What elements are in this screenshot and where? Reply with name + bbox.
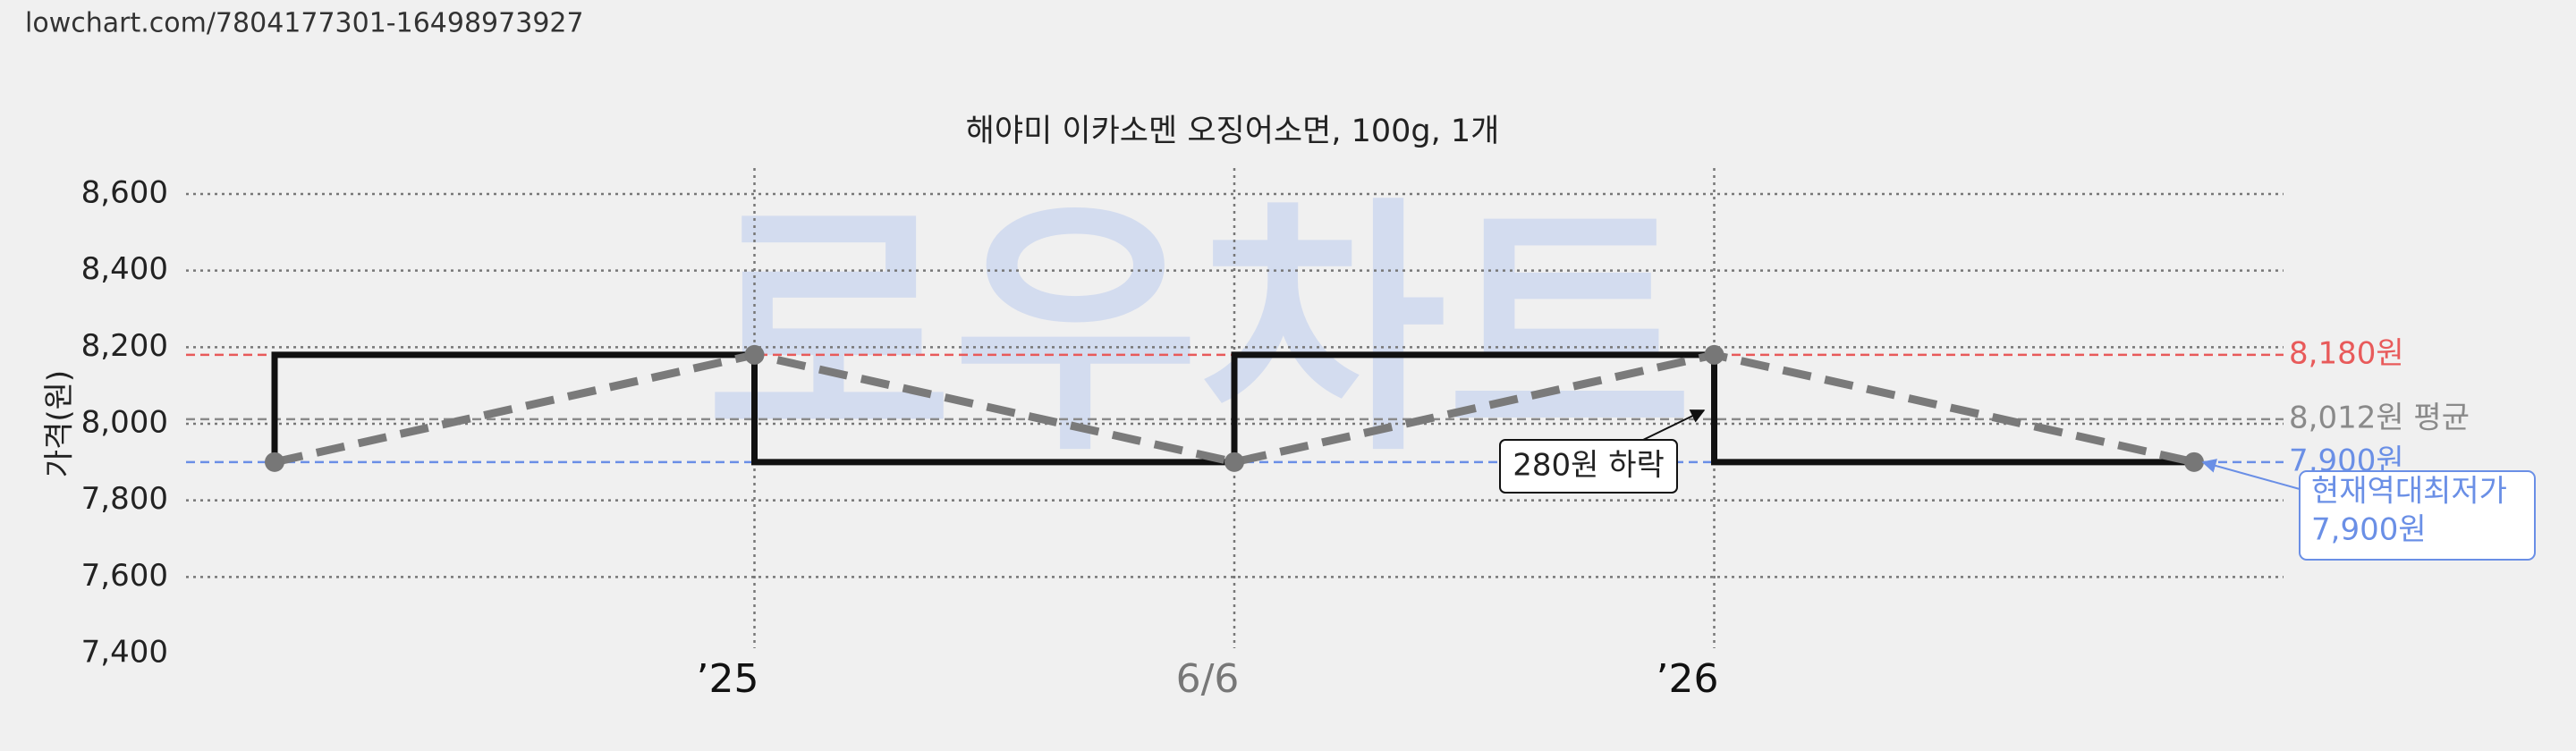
y-tick-label: 7,600 bbox=[81, 558, 168, 594]
point bbox=[265, 451, 284, 472]
annotation-text: 현재역대최저가 bbox=[2311, 474, 2507, 510]
annotation-text: 7,900원 bbox=[2311, 512, 2427, 548]
y-tick-label: 7,400 bbox=[81, 635, 168, 671]
y-tick-label: 8,400 bbox=[81, 251, 168, 287]
annotation-box bbox=[2299, 470, 2536, 561]
reference-label: 8,012원 평균 bbox=[2289, 400, 2470, 435]
y-axis-label: 가격(원) bbox=[42, 370, 78, 477]
annotation-arrow bbox=[2201, 459, 2301, 490]
point bbox=[1704, 344, 1724, 365]
url: lowchart.com/7804177301-16498973927 bbox=[25, 8, 584, 39]
y-tick-label: 8,600 bbox=[81, 175, 168, 211]
point bbox=[744, 344, 765, 365]
annotation-text: 280원 하락 bbox=[1513, 448, 1665, 484]
watermark: 로우차트 bbox=[706, 175, 1693, 487]
annotation-box bbox=[1499, 439, 1678, 494]
x-tick-label: ’26 bbox=[1657, 656, 1719, 702]
point bbox=[2184, 451, 2204, 472]
x-tick-label: 6/6 bbox=[1176, 656, 1240, 702]
reference-label: 8,180원 bbox=[2289, 335, 2404, 371]
chart-title: 해야미 이카소멘 오징어소면, 100g, 1개 bbox=[966, 114, 1500, 149]
annotation-arrow bbox=[1642, 409, 1706, 441]
y-tick-label: 8,000 bbox=[81, 405, 168, 441]
point bbox=[1224, 451, 1244, 472]
x-tick-label: ’25 bbox=[697, 656, 759, 702]
trend-line bbox=[274, 350, 2195, 467]
y-tick-label: 8,200 bbox=[81, 328, 168, 364]
y-tick-label: 7,800 bbox=[81, 481, 168, 517]
